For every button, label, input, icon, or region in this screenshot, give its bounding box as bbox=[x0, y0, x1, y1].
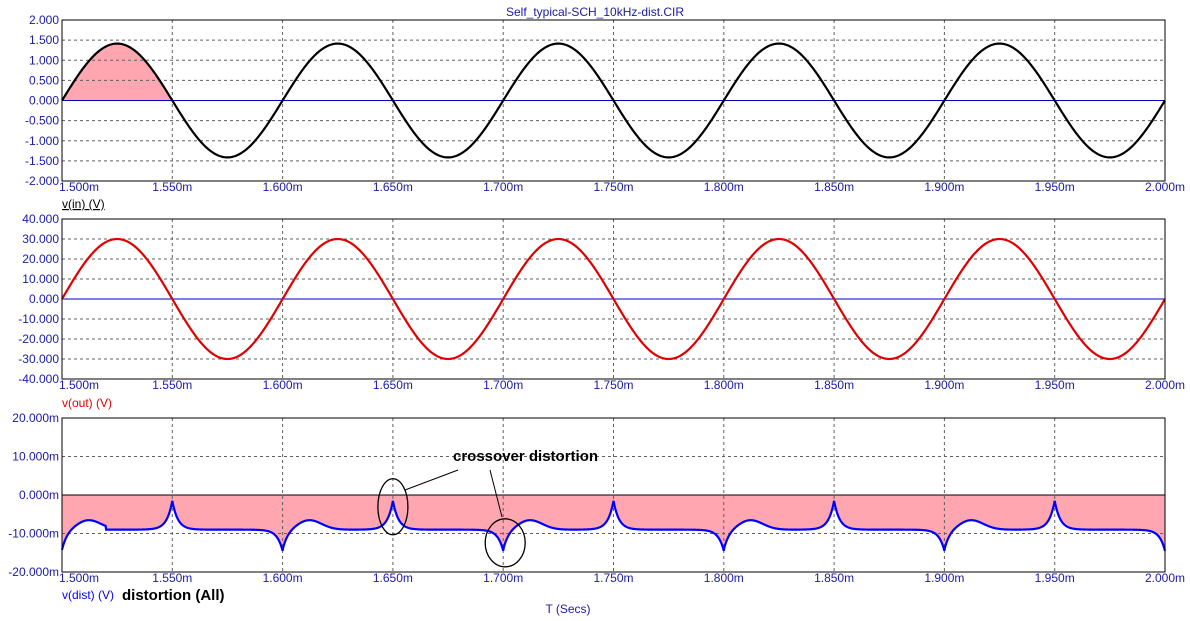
y-tick-label: 2.000 bbox=[29, 13, 59, 27]
x-tick-label: 1.700m bbox=[483, 571, 523, 585]
y-tick-label: -10.000 bbox=[18, 312, 59, 326]
y-tick-label: -1.500 bbox=[25, 154, 59, 168]
y-tick-label: 1.000 bbox=[29, 53, 59, 67]
plot-frame bbox=[61, 19, 1166, 182]
panel-vin: v(in) (V) 1.500m 1.550m 1.600m 1.650m 1.700m… bbox=[25, 13, 1185, 211]
x-tick-label: 1.900m bbox=[924, 180, 964, 194]
x-tick-label: 1.850m bbox=[814, 571, 854, 585]
plot-frame bbox=[61, 218, 1166, 380]
x-tick-label: 1.900m bbox=[924, 571, 964, 585]
y-tick-label: -40.000 bbox=[18, 372, 59, 386]
distortion-caption: distortion (All) bbox=[122, 587, 224, 604]
chart-title: Self_typical-SCH_10kHz-dist.CIR bbox=[506, 5, 684, 19]
y-tick-label: 10.000m bbox=[12, 450, 59, 464]
y-tick-label: -30.000 bbox=[18, 352, 59, 366]
y-tick-label: 40.000 bbox=[22, 212, 59, 226]
plot-layer bbox=[61, 20, 1166, 181]
x-tick-label: 1.600m bbox=[263, 571, 303, 585]
x-tick-label: 1.800m bbox=[704, 378, 744, 392]
y-tick-label: -10.000m bbox=[8, 527, 59, 541]
x-tick-label: 1.950m bbox=[1035, 180, 1075, 194]
x-tick-label: 1.900m bbox=[924, 378, 964, 392]
x-tick-label: 1.950m bbox=[1035, 571, 1075, 585]
x-tick-label: 1.650m bbox=[373, 571, 413, 585]
panel-vout: v(out) (V) 1.500m 1.550m 1.600m 1.650m 1.700… bbox=[18, 212, 1185, 410]
y-tick-label: -1.000 bbox=[25, 134, 59, 148]
x-tick-label: 1.500m bbox=[59, 571, 99, 585]
plot-layer bbox=[61, 219, 1166, 379]
x-axis-label: T (Secs) bbox=[545, 602, 590, 616]
plot-frame bbox=[61, 417, 1166, 573]
x-tick-label: 2.000m bbox=[1145, 180, 1185, 194]
plot-layer bbox=[60, 418, 1167, 572]
crossover-annotation: crossover distortion bbox=[453, 448, 598, 465]
y-tick-label: -2.000 bbox=[25, 174, 59, 188]
series-line bbox=[61, 237, 1166, 361]
y-axis-label: v(in) (V) bbox=[62, 197, 105, 211]
y-axis-label: v(out) (V) bbox=[62, 396, 112, 410]
x-tick-label: 1.950m bbox=[1035, 378, 1075, 392]
x-tick-label: 1.850m bbox=[814, 378, 854, 392]
y-tick-label: 0.000 bbox=[29, 292, 59, 306]
y-tick-label: -20.000m bbox=[8, 565, 59, 579]
annotation-arrow bbox=[489, 469, 503, 518]
x-tick-label: 1.750m bbox=[593, 180, 633, 194]
x-tick-label: 1.550m bbox=[152, 180, 192, 194]
x-tick-label: 1.650m bbox=[373, 378, 413, 392]
x-tick-label: 1.800m bbox=[704, 180, 744, 194]
y-tick-label: 0.500 bbox=[29, 73, 59, 87]
y-tick-label: 10.000 bbox=[22, 272, 59, 286]
annotation-circle bbox=[377, 478, 409, 536]
series-line bbox=[60, 500, 1167, 552]
annotation-circle bbox=[484, 518, 526, 568]
x-tick-label: 1.500m bbox=[59, 378, 99, 392]
x-tick-label: 1.500m bbox=[59, 180, 99, 194]
x-tick-label: 1.700m bbox=[483, 180, 523, 194]
x-tick-label: 1.850m bbox=[814, 180, 854, 194]
x-tick-label: 1.550m bbox=[152, 571, 192, 585]
y-tick-label: -20.000 bbox=[18, 332, 59, 346]
distortion-fill bbox=[62, 495, 1165, 551]
annotation-arrow bbox=[404, 469, 459, 491]
positive-half-cycle-fill bbox=[62, 43, 173, 101]
y-axis-label: v(dist) (V) bbox=[62, 588, 114, 602]
x-tick-label: 1.550m bbox=[152, 378, 192, 392]
x-tick-label: 2.000m bbox=[1145, 571, 1185, 585]
y-tick-label: 20.000m bbox=[12, 411, 59, 425]
x-tick-label: 1.750m bbox=[593, 378, 633, 392]
y-tick-label: 20.000 bbox=[22, 252, 59, 266]
x-tick-label: 2.000m bbox=[1145, 378, 1185, 392]
x-tick-label: 1.700m bbox=[483, 378, 523, 392]
x-tick-label: 1.650m bbox=[373, 180, 413, 194]
y-tick-label: 30.000 bbox=[22, 232, 59, 246]
panel-vdist: v(dist) (V) distortion (All) T (Secs) cr… bbox=[8, 411, 1185, 616]
y-tick-label: -0.500 bbox=[25, 114, 59, 128]
y-tick-label: 1.500 bbox=[29, 33, 59, 47]
y-tick-label: 0.000 bbox=[29, 94, 59, 108]
x-tick-label: 1.600m bbox=[263, 180, 303, 194]
x-tick-label: 1.750m bbox=[593, 571, 633, 585]
x-tick-label: 1.800m bbox=[704, 571, 744, 585]
x-tick-label: 1.600m bbox=[263, 378, 303, 392]
series-line bbox=[61, 42, 1166, 159]
y-tick-label: 0.000m bbox=[19, 488, 59, 502]
